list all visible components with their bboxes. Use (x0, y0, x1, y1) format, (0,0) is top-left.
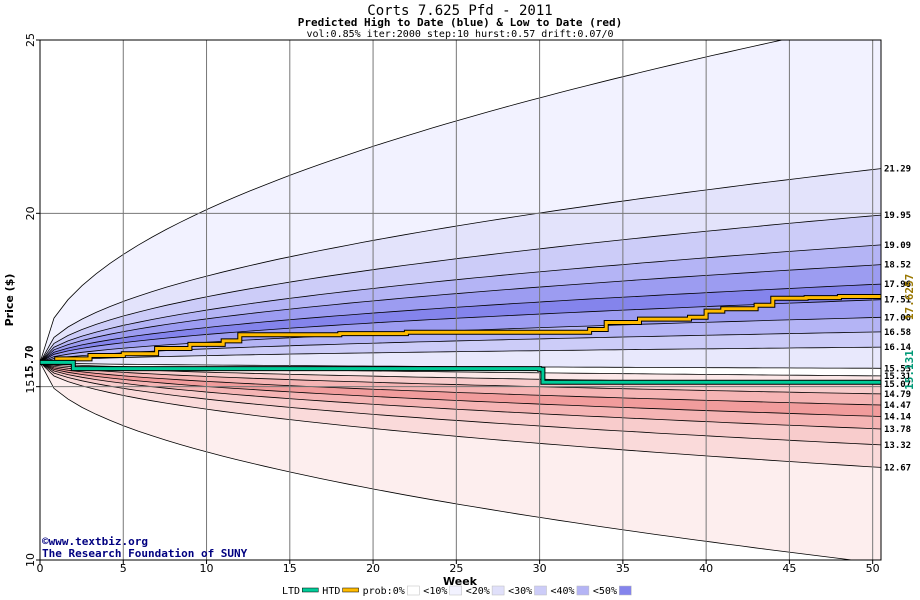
legend-label: prob:0% (363, 586, 405, 597)
legend-color-swatch (576, 585, 590, 596)
legend-label: <20% (466, 586, 490, 597)
upper-band-5 (40, 284, 881, 363)
lower-band-6 (40, 362, 881, 468)
right-value-label: 17.96 (884, 280, 911, 290)
lower-boundary-6 (40, 362, 881, 446)
lower-band-0 (40, 362, 881, 385)
upper-band-1 (40, 168, 881, 363)
ltd-line (40, 360, 881, 384)
lower-boundary-2 (40, 362, 881, 395)
plot-area: 0 5 10 15 20 25 30 35 40 45 50 10 15 20 25 21.29 19.95 19… (24, 33, 912, 575)
upper-band-0 (40, 40, 881, 363)
right-value-label: 17.51 (884, 296, 911, 306)
upper-boundary-2 (40, 214, 881, 363)
y-axis-label: Price ($) (3, 274, 16, 327)
right-value-label: 21.29 (884, 165, 911, 175)
lower-band-4 (40, 362, 881, 429)
copyright-text: ©www.textbiz.org (42, 535, 148, 548)
legend-color-swatch (407, 585, 420, 596)
upper-band-2 (40, 215, 881, 363)
x-tick-label: 5 (120, 562, 127, 575)
upper-band-3 (40, 244, 881, 363)
y-tick-label: 20 (24, 206, 37, 220)
x-tick-label: 0 (37, 562, 44, 575)
right-value-label: 17.00 (884, 313, 911, 323)
upper-boundary-6 (40, 299, 881, 363)
x-tick-label: 45 (782, 562, 796, 575)
right-value-label: 18.52 (884, 261, 911, 271)
upper-boundary-9 (40, 346, 881, 363)
x-axis-label: Week (443, 575, 478, 588)
y-tick-label: 15 (24, 380, 37, 394)
right-value-label: 14.47 (884, 401, 911, 411)
legend-label: <30% (508, 586, 532, 597)
right-value-label: 14.14 (884, 412, 912, 422)
legend-color-swatch (534, 585, 547, 596)
right-value-label: 15.53 (884, 364, 911, 374)
lower-boundary-3 (40, 362, 881, 406)
lower-band-7 (40, 362, 881, 560)
upper-boundary-1 (40, 168, 881, 363)
upper-band-6 (40, 299, 881, 363)
lower-boundary-5 (40, 362, 881, 430)
upper-boundary-3 (40, 244, 881, 363)
right-value-label: 16.14 (884, 343, 912, 353)
legend-color-swatch (449, 585, 462, 596)
chart-title: Corts 7.625 Pfd - 2011 (367, 3, 552, 19)
htd-last-label: 17.6257 (903, 274, 916, 320)
y-tick-label: 10 (24, 553, 37, 567)
right-value-label: 15.31 (884, 372, 911, 382)
lower-boundary-8 (40, 362, 856, 560)
right-value-label: 19.09 (884, 241, 911, 251)
lower-band-5 (40, 362, 881, 445)
legend: LTD HTD prob:0% <10% <20% <30% <40% <50% (282, 585, 632, 597)
plot-border (39, 39, 882, 561)
y-tick-label: 25 (24, 33, 37, 47)
right-value-label: 13.32 (884, 441, 911, 451)
plot-clip-group (40, 40, 881, 560)
legend-label: LTD (282, 586, 300, 597)
org-text: The Research Foundation of SUNY (42, 547, 248, 560)
right-value-label: 16.58 (884, 328, 911, 338)
x-tick-label: 10 (200, 562, 214, 575)
right-value-label: 19.95 (884, 211, 911, 221)
upper-band-7 (40, 317, 881, 363)
x-tick-label: 35 (616, 562, 630, 575)
legend-label: <40% (551, 586, 575, 597)
upper-band-4 (40, 264, 881, 363)
upper-boundary-0 (40, 40, 784, 363)
chart-subtitle: Predicted High to Date (blue) & Low to D… (298, 16, 623, 29)
x-tick-label: 20 (366, 562, 380, 575)
legend-label: <50% (593, 586, 617, 597)
lower-boundary-7 (40, 362, 881, 468)
right-value-label: 14.79 (884, 390, 911, 400)
right-value-label: 13.78 (884, 425, 911, 435)
upper-boundary-5 (40, 283, 881, 363)
ltd-last-label: 15.131 (903, 350, 916, 390)
x-tick-label: 25 (449, 562, 463, 575)
lower-boundary-4 (40, 362, 881, 417)
legend-color-swatch (491, 585, 505, 596)
x-tick-label: 40 (699, 562, 713, 575)
x-tick-label: 50 (866, 562, 880, 575)
upper-boundary-4 (40, 264, 881, 363)
legend-label: <10% (423, 586, 447, 597)
x-tick-label: 15 (283, 562, 297, 575)
lower-band-3 (40, 362, 881, 417)
chart-params: vol:0.85% iter:2000 step:10 hurst:0.57 d… (306, 29, 613, 40)
right-value-label: 12.67 (884, 463, 911, 473)
legend-label: HTD (322, 586, 340, 597)
htd-line (40, 295, 881, 364)
right-value-label: 15.07 (884, 380, 911, 390)
legend-color-swatch (619, 585, 632, 596)
lower-band-2 (40, 362, 881, 405)
x-tick-label: 30 (533, 562, 547, 575)
legend-line-swatch (342, 587, 359, 593)
upper-band-9 (40, 347, 881, 369)
start-price-label: 15.70 (23, 345, 36, 378)
legend-line-swatch (302, 587, 319, 593)
